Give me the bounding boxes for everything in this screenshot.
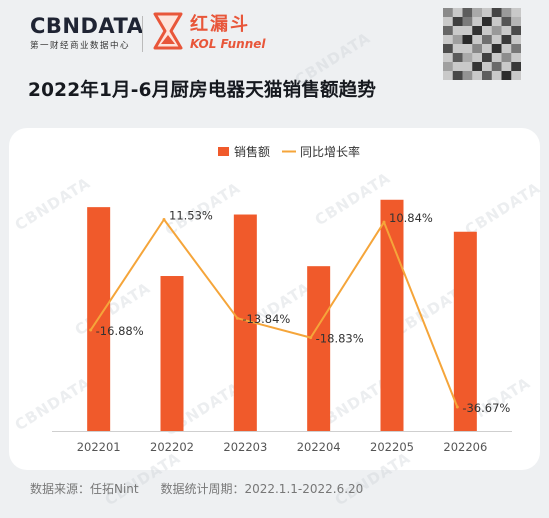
bar-202206 <box>453 231 477 431</box>
x-tick-202201: 202201 <box>77 440 121 454</box>
growth-label-202205: 10.84% <box>389 211 433 225</box>
legend-bar-swatch <box>218 147 229 156</box>
growth-point-202202 <box>162 218 166 222</box>
growth-rate-line <box>89 218 459 408</box>
x-tick-202205: 202205 <box>370 440 414 454</box>
kol-logo-en: KOL Funnel <box>190 37 266 51</box>
chart-title: 2022年1月-6月厨房电器天猫销售额趋势 <box>28 80 377 101</box>
data-source: 数据来源：任拓Nint <box>30 482 139 496</box>
bar-series <box>87 199 477 431</box>
cbndata-logo-subtitle: 第一财经商业数据中心 <box>30 41 131 51</box>
legend: 销售额 同比增长率 <box>218 144 360 159</box>
legend-bar-label: 销售额 <box>234 144 270 159</box>
growth-label-202203: -13.84% <box>242 312 290 326</box>
growth-point-202206 <box>455 405 459 409</box>
footer: 数据来源：任拓Nint 数据统计周期：2022.1.1-2022.6.20 <box>30 480 363 497</box>
qr-code-image <box>443 8 521 80</box>
growth-point-202204 <box>309 336 313 340</box>
logo-divider <box>142 16 143 52</box>
x-axis: 202201 202202 202203 202204 202205 202206 <box>52 431 512 454</box>
growth-point-202201 <box>89 328 93 332</box>
cbndata-logo-text: CBNDATA <box>30 14 144 38</box>
x-tick-202204: 202204 <box>297 440 341 454</box>
growth-point-202205 <box>382 220 386 224</box>
growth-label-202202: 11.53% <box>169 209 213 223</box>
growth-point-202203 <box>235 316 239 320</box>
growth-label-202201: -16.88% <box>96 324 144 338</box>
header: CBNDATA 第一财经商业数据中心 红漏斗 KOL Funnel 2022年1 <box>0 0 549 135</box>
cbndata-logo: CBNDATA 第一财经商业数据中心 <box>30 14 144 51</box>
kol-logo-cn: 红漏斗 <box>190 14 250 35</box>
x-tick-202203: 202203 <box>223 440 267 454</box>
data-period: 数据统计周期：2022.1.1-2022.6.20 <box>160 482 364 496</box>
kol-funnel-logo: 红漏斗 KOL Funnel <box>152 10 266 51</box>
x-tick-202206: 202206 <box>443 440 487 454</box>
growth-label-202204: -18.83% <box>316 332 364 346</box>
line-series: -16.88% 11.53% -13.84% -18.83% 10.84% -36.67% <box>89 209 510 415</box>
bar-202204 <box>307 266 331 431</box>
bar-202205 <box>380 199 404 431</box>
x-tick-202202: 202202 <box>150 440 194 454</box>
legend-line-label: 同比增长率 <box>300 144 360 159</box>
bar-202203 <box>233 214 257 431</box>
funnel-icon <box>153 12 183 49</box>
growth-label-202206: -36.67% <box>462 401 510 415</box>
bar-202202 <box>160 276 184 431</box>
